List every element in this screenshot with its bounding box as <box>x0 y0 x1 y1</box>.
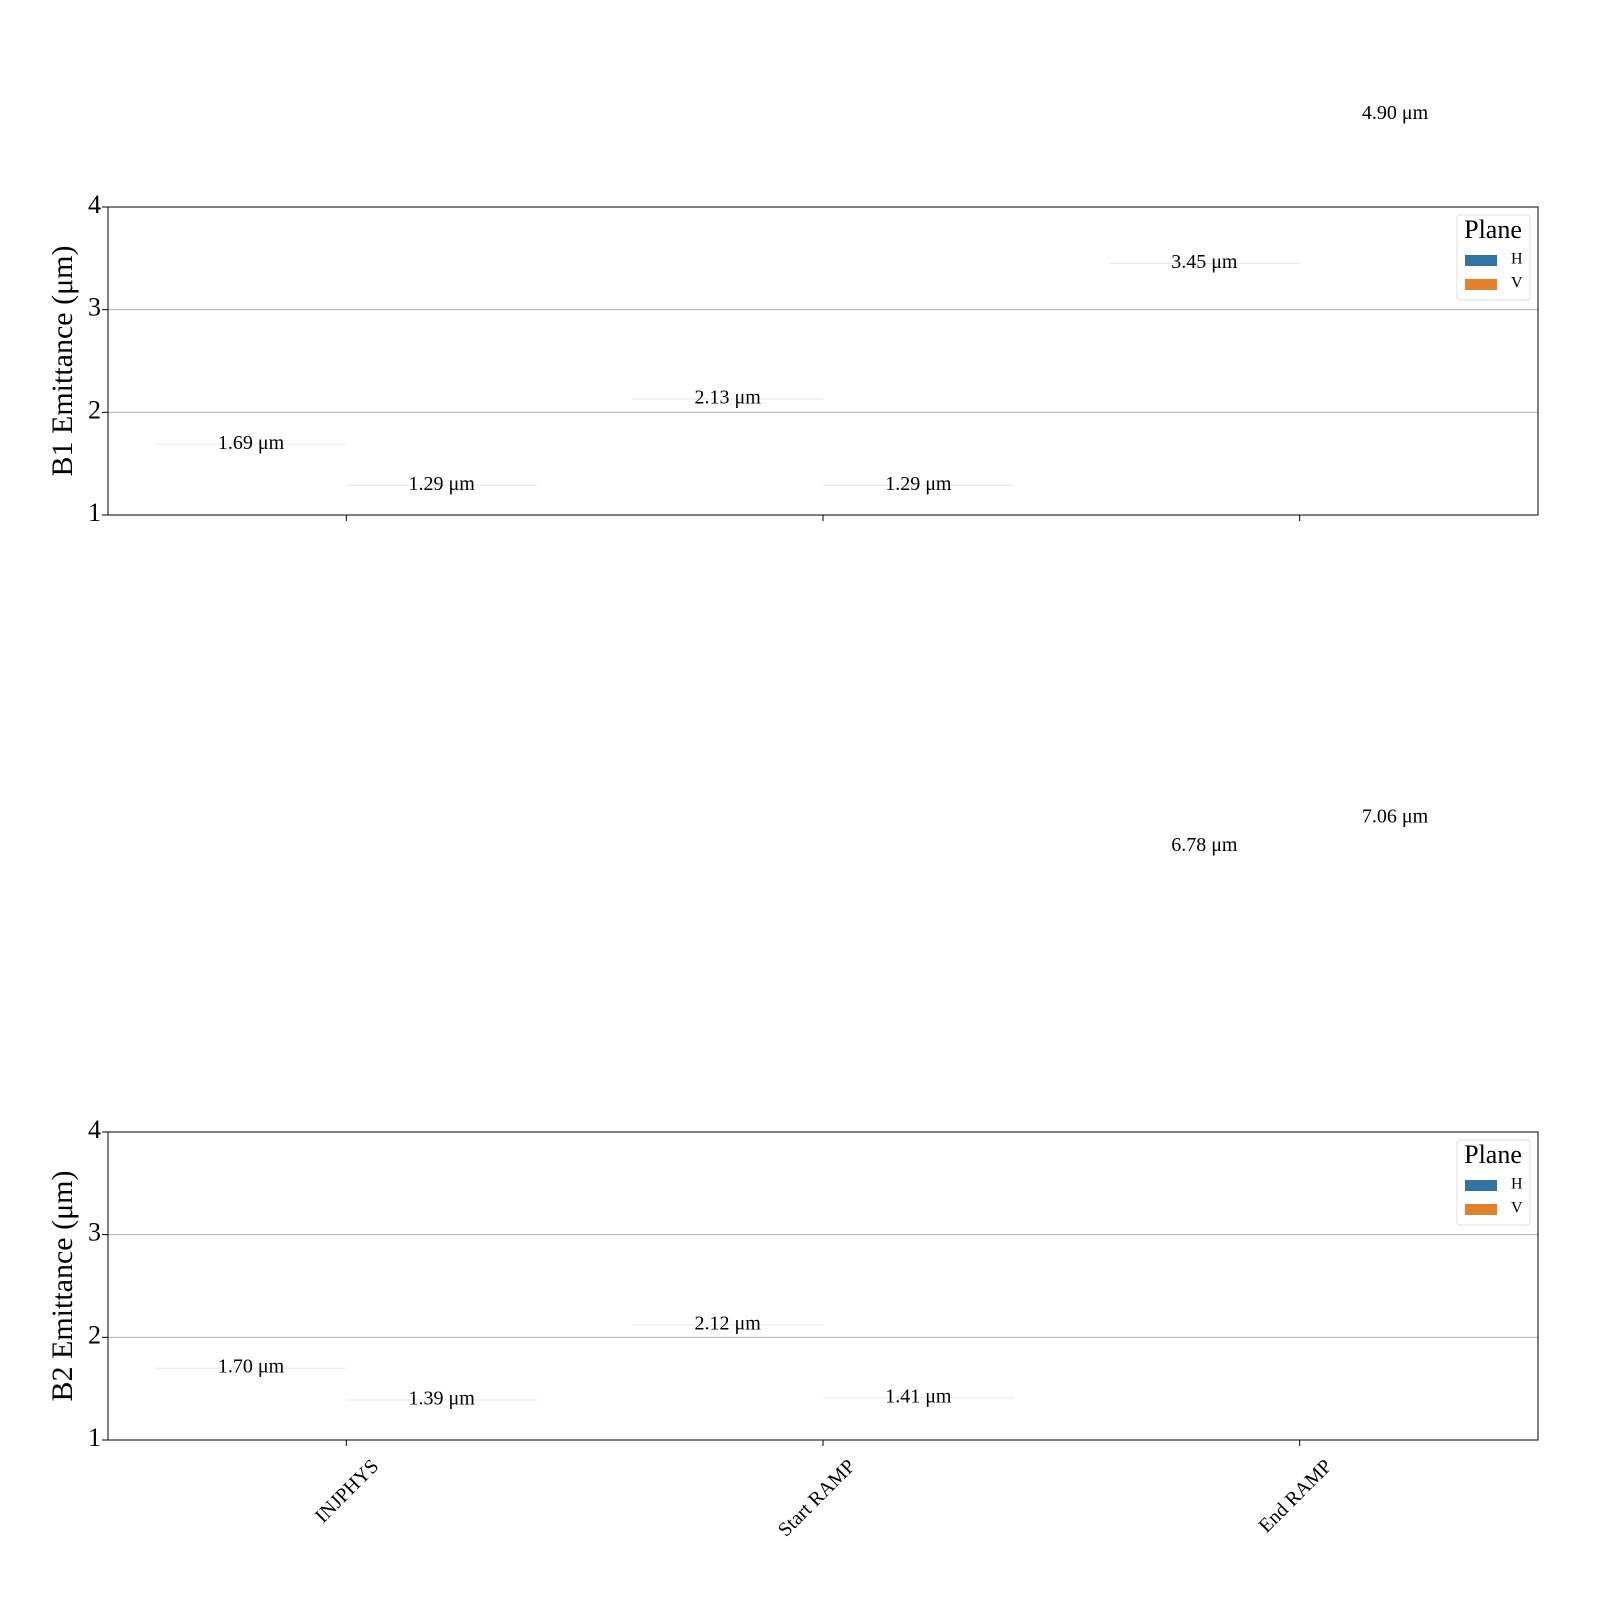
x-tick-label: INJPHYS <box>311 1455 383 1527</box>
y-tick-label: 1 <box>88 1423 101 1452</box>
bar <box>632 399 823 515</box>
bar <box>632 1325 823 1440</box>
plot-area <box>155 115 1491 515</box>
value-label: 7.06 μm <box>1362 805 1429 827</box>
value-label: 1.39 μm <box>409 1388 476 1410</box>
legend-swatch <box>1465 255 1497 266</box>
axes-frame <box>107 1131 1539 1441</box>
x-tick-label: End RAMP <box>1254 1455 1336 1537</box>
y-tick-label: 1 <box>88 498 101 527</box>
y-tick-label: 2 <box>88 395 101 424</box>
value-label: 1.29 μm <box>885 473 952 495</box>
legend-label: V <box>1511 275 1523 292</box>
bar <box>1300 818 1491 1440</box>
legend-label: V <box>1511 1200 1523 1217</box>
x-tick-label: Start RAMP <box>774 1455 860 1541</box>
value-label: 1.70 μm <box>218 1356 285 1378</box>
legend-label: H <box>1511 1176 1523 1193</box>
value-label: 4.90 μm <box>1362 102 1429 124</box>
y-axis-label: B2 Emittance (μm) <box>46 1170 79 1401</box>
y-tick-label: 4 <box>88 1115 101 1144</box>
value-label: 1.69 μm <box>218 432 285 454</box>
value-label: 1.29 μm <box>409 473 476 495</box>
value-label: 1.41 μm <box>885 1386 952 1408</box>
legend-label: H <box>1511 251 1523 268</box>
legend-title: Plane <box>1464 1140 1522 1169</box>
value-label: 3.45 μm <box>1171 251 1238 273</box>
y-tick-label: 2 <box>88 1320 101 1349</box>
axes-frame <box>107 206 1539 516</box>
y-tick-label: 3 <box>88 293 101 322</box>
bar <box>1300 115 1491 515</box>
y-tick-label: 3 <box>88 1218 101 1247</box>
plot-area <box>155 818 1491 1440</box>
legend-swatch <box>1465 1204 1497 1215</box>
bar <box>156 444 347 515</box>
value-label: 2.12 μm <box>695 1313 762 1335</box>
legend-title: Plane <box>1464 215 1522 244</box>
value-label: 6.78 μm <box>1171 834 1238 856</box>
bar <box>156 1368 347 1440</box>
legend-swatch <box>1465 279 1497 290</box>
bar <box>1109 847 1300 1440</box>
value-label: 2.13 μm <box>695 387 762 409</box>
y-tick-label: 4 <box>88 190 101 219</box>
bar <box>1109 263 1300 515</box>
legend-swatch <box>1465 1180 1497 1191</box>
y-axis-label: B1 Emittance (μm) <box>46 245 79 476</box>
